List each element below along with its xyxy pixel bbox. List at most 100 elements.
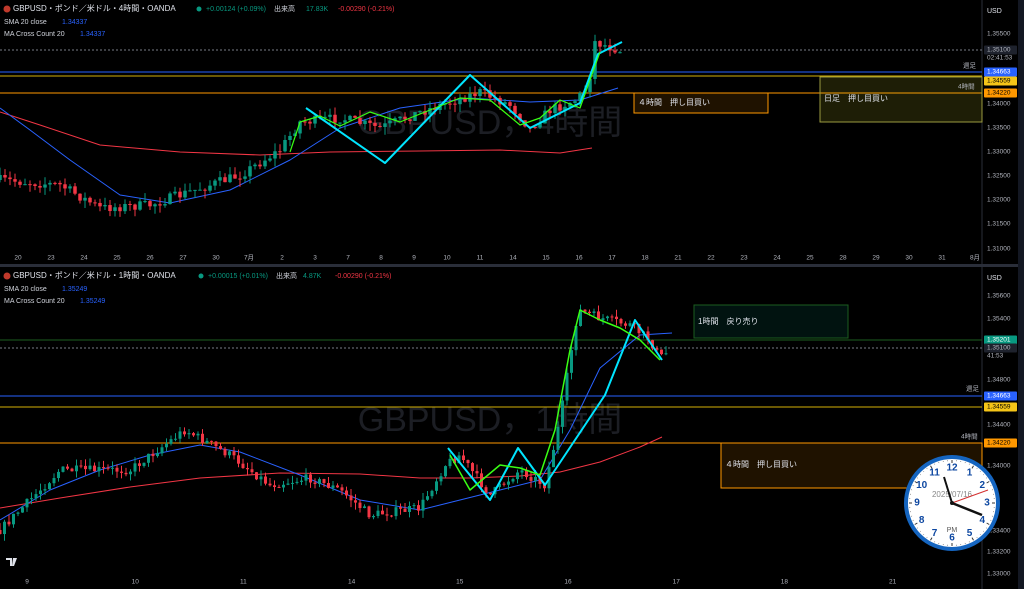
candle-body <box>188 190 192 192</box>
clock-number: 6 <box>949 533 955 544</box>
candle-body <box>253 164 257 167</box>
indicator-name: MA Cross Count 20 <box>4 31 65 38</box>
candle-body <box>258 164 262 167</box>
candle-body <box>158 204 162 206</box>
candle-body <box>79 465 83 467</box>
candle-body <box>106 467 110 469</box>
candle-body <box>313 115 317 124</box>
clock-number: 10 <box>916 480 928 491</box>
date-label: 28 <box>839 255 847 262</box>
candle-body <box>363 506 366 509</box>
date-label: 29 <box>872 255 880 262</box>
candle-body <box>219 446 222 449</box>
candle-body <box>478 89 482 97</box>
candle-body <box>278 151 282 153</box>
status-dot <box>198 273 204 279</box>
candle-body <box>378 125 382 127</box>
price-tag <box>984 335 1017 345</box>
candle-body <box>61 466 65 472</box>
candle-body <box>624 323 627 326</box>
candle-body <box>570 350 573 373</box>
candle-body <box>203 189 207 191</box>
candle-body <box>393 118 397 121</box>
candle-body <box>263 160 267 167</box>
clock-tick <box>983 530 985 532</box>
price-label: 1.32000 <box>987 197 1011 204</box>
candle-body <box>3 521 6 535</box>
date-label: 10 <box>443 255 451 262</box>
candle-body <box>394 507 398 517</box>
candle-body <box>417 505 420 511</box>
candle-body <box>503 102 507 105</box>
candle-body <box>433 108 437 111</box>
candle-body <box>418 111 422 113</box>
candle-body <box>385 514 389 516</box>
candle-body <box>25 498 29 508</box>
price-tag <box>984 45 1017 55</box>
candle-body <box>192 433 195 436</box>
candle-body <box>448 458 452 467</box>
candle-body <box>103 205 107 207</box>
candle-body <box>248 166 252 177</box>
clock-tick <box>923 534 925 536</box>
minute-hand <box>943 476 953 504</box>
date-label: 25 <box>806 255 814 262</box>
price-label: 週足 <box>966 384 980 393</box>
candle-body <box>138 463 141 466</box>
clock-number: 11 <box>929 467 940 478</box>
candle-body <box>507 481 510 485</box>
symbol-title: GBPUSD・ポンド／米ドル・4時間・OANDA <box>13 3 176 13</box>
candle-body <box>286 483 290 485</box>
indicator-name: SMA 20 close <box>4 286 47 293</box>
clock-tick <box>919 530 921 532</box>
clock-number: 9 <box>914 498 920 509</box>
date-label: 15 <box>542 255 550 262</box>
candle-body <box>129 471 132 475</box>
candle-body <box>548 110 552 114</box>
candle-body <box>473 93 477 97</box>
date-label: 22 <box>707 255 715 262</box>
ma-line <box>0 111 593 156</box>
date-label: 10 <box>132 579 140 586</box>
price-label: 1.34400 <box>987 422 1011 429</box>
candle-body <box>88 197 92 203</box>
date-label: 30 <box>905 255 913 262</box>
candle-body <box>563 106 567 111</box>
price-tag <box>984 343 1017 353</box>
candle-body <box>376 510 380 517</box>
volume-label: 出来高 <box>274 4 295 13</box>
candle-body <box>543 110 547 124</box>
volume: 17.83K <box>306 6 329 13</box>
candle-body <box>458 98 462 105</box>
candle-body <box>368 120 372 123</box>
date-label: 8月 <box>970 254 980 262</box>
candle-body <box>597 311 600 321</box>
candle-body <box>363 120 367 125</box>
candle-body <box>48 483 51 490</box>
clock-tick <box>919 474 921 476</box>
candle-body <box>298 121 302 134</box>
candle-body <box>579 309 582 326</box>
symbol-icon <box>3 272 11 280</box>
candle-body <box>323 116 327 118</box>
candle-body <box>160 447 164 454</box>
candle-body <box>543 483 546 489</box>
candle-body <box>453 103 457 105</box>
candle-body <box>327 482 330 488</box>
candle-body <box>353 115 357 118</box>
candle-body <box>33 184 37 186</box>
clock-tick <box>971 465 974 469</box>
candle-body <box>574 325 578 351</box>
zone-label: ４時間 押し目買い <box>725 459 797 469</box>
clock-tick <box>923 470 925 472</box>
price-label: 1.35201 <box>987 337 1011 344</box>
date-label: 18 <box>641 255 649 262</box>
clock-tick <box>926 468 928 470</box>
candle-body <box>133 204 137 210</box>
date-label: 17 <box>608 255 616 262</box>
candle-body <box>468 93 472 102</box>
price-label: 1.34000 <box>987 101 1011 108</box>
candle-body <box>66 466 69 469</box>
candle-body <box>218 177 222 181</box>
candle-body <box>38 185 42 188</box>
